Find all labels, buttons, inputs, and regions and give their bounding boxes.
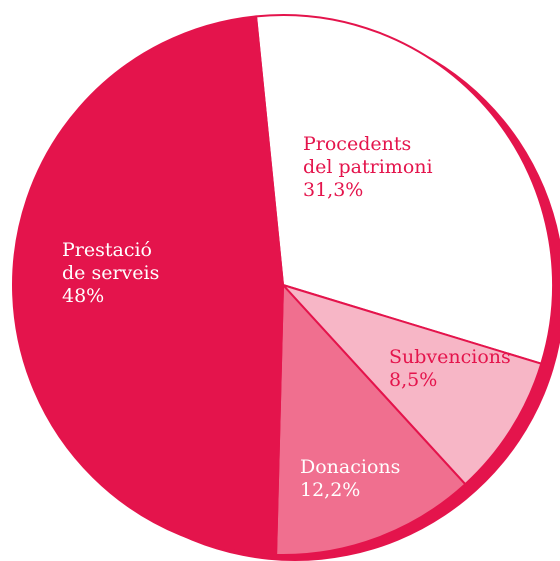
slice-value-label-1: 8,5% [389,369,437,391]
pie-slice-2 [275,284,467,556]
slice-value-label-0: 31,3% [303,179,363,201]
pie-slice-3 [12,15,284,556]
slice-name-label-3: Prestació [62,239,152,261]
pie-slice-1 [282,284,543,486]
slice-value-label-3: 48% [62,285,104,307]
pie-slice-0 [255,14,554,365]
pie-slices [12,14,554,556]
slice-name-label-3: de serveis [62,262,159,284]
slice-name-label-1: Subvencions [389,346,511,368]
slice-value-label-2: 12,2% [300,479,360,501]
slice-name-label-0: del patrimoni [303,156,433,178]
slice-name-label-2: Donacions [300,456,400,478]
slice-name-label-0: Procedents [303,133,411,155]
